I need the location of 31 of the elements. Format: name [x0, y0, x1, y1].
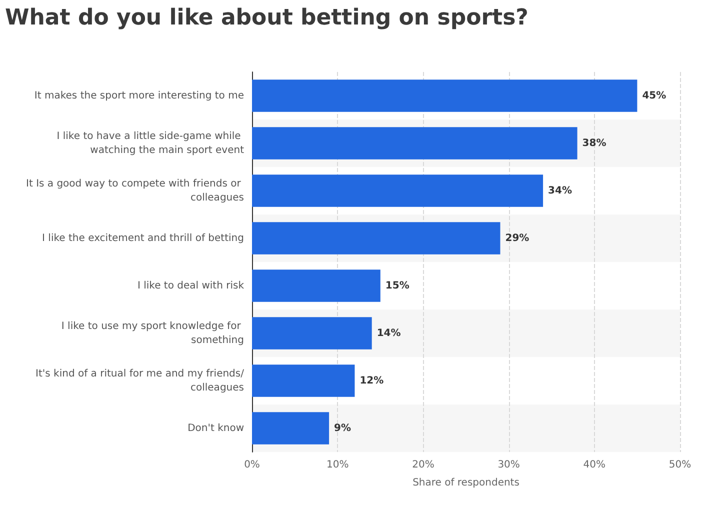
- bar: [252, 222, 500, 254]
- data-label: 15%: [385, 280, 410, 292]
- data-label: 14%: [376, 328, 401, 339]
- y-tick-label: It makes the sport more interesting to me: [34, 90, 244, 102]
- x-tick-label: 10%: [326, 460, 349, 470]
- y-tick-label: I like to deal with risk: [137, 280, 244, 292]
- data-label: 12%: [360, 375, 384, 386]
- y-tick-label: It's kind of a ritual for me and my friends/colleagues: [36, 368, 245, 394]
- x-tick-label: 20%: [412, 460, 434, 470]
- data-label: 29%: [505, 232, 530, 244]
- bar: [252, 317, 372, 350]
- data-label: 34%: [548, 185, 572, 196]
- chart-title: What do you like about betting on sports?: [5, 6, 528, 30]
- x-tick-label: 40%: [583, 460, 606, 470]
- bar: [252, 174, 544, 207]
- y-tick-label: Don't know: [188, 422, 244, 434]
- x-tick-label: 50%: [668, 460, 692, 470]
- x-axis-title: Share of respondents: [412, 478, 520, 488]
- data-label: 9%: [334, 422, 352, 434]
- y-tick-label: I like to use my sport knowledge for something: [61, 320, 244, 346]
- bar: [252, 412, 330, 444]
- data-label: 45%: [642, 90, 666, 102]
- data-label: 38%: [582, 138, 606, 149]
- bar: [252, 270, 380, 302]
- x-tick-label: 30%: [498, 460, 520, 470]
- y-tick-label: I like the excitement and thrill of betting: [42, 232, 244, 244]
- y-tick-label: It Is a good way to compete with friends or colleagues: [26, 178, 244, 204]
- bar: [252, 127, 578, 160]
- x-tick-label: 0%: [244, 460, 260, 470]
- y-tick-label: I like to have a little side-game while watching the main sport event: [56, 130, 244, 156]
- bar: [252, 364, 355, 397]
